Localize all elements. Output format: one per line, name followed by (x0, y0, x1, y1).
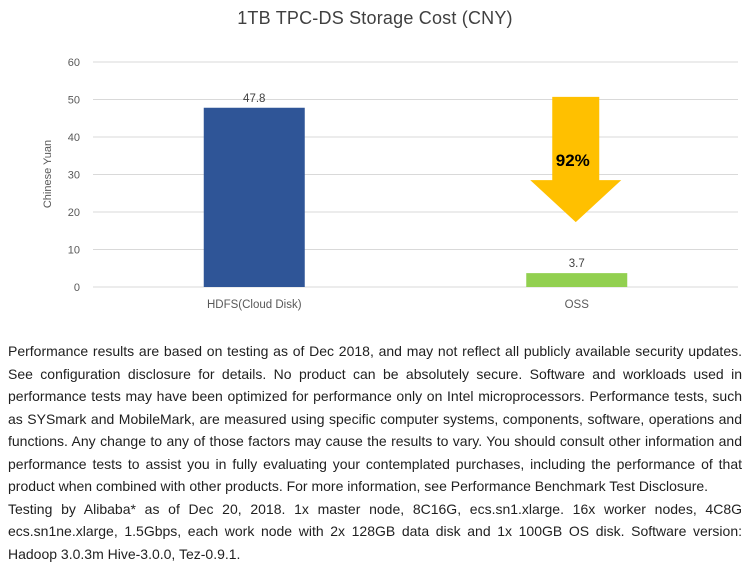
y-tick-label: 10 (68, 245, 80, 257)
y-axis-title: Chinese Yuan (42, 140, 54, 208)
y-tick-label: 20 (68, 207, 80, 219)
chart-title: 1TB TPC-DS Storage Cost (CNY) (237, 8, 513, 28)
disclaimer-paragraph-1: Performance results are based on testing… (8, 343, 742, 494)
bar-hdfs-cloud-disk (203, 107, 305, 287)
decrease-percent-label: 92% (556, 151, 590, 170)
y-tick-label: 0 (74, 282, 80, 294)
x-category-label-hdfs-cloud-disk: HDFS(Cloud Disk) (207, 299, 302, 311)
value-label-hdfs-cloud-disk: 47.8 (243, 93, 265, 105)
decrease-arrow-icon (530, 96, 622, 223)
bar-chart: 0 10 20 30 40 50 60 Chinese Yuan 47.8 HDFS(Cloud … (42, 57, 738, 311)
disclaimer-paragraph-2: Testing by Alibaba* as of Dec 20, 2018. … (8, 500, 742, 562)
value-label-oss: 3.7 (569, 258, 585, 270)
y-tick-label: 40 (68, 132, 80, 144)
y-tick-label: 60 (68, 57, 80, 69)
bar-oss (526, 273, 628, 287)
disclaimer-text: Performance results are based on testing… (8, 340, 742, 565)
y-tick-label: 30 (68, 170, 80, 182)
y-tick-label: 50 (68, 95, 80, 107)
x-category-label-oss: OSS (565, 299, 590, 311)
